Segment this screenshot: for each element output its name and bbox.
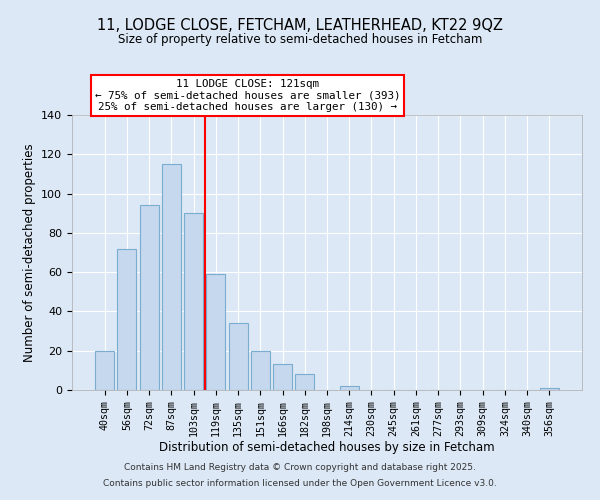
Bar [206, 274, 225, 390]
Bar [140, 206, 158, 390]
Bar [251, 350, 270, 390]
Bar [118, 248, 136, 390]
Y-axis label: Number of semi-detached properties: Number of semi-detached properties [23, 143, 35, 362]
Bar [273, 364, 292, 390]
Text: Contains HM Land Registry data © Crown copyright and database right 2025.: Contains HM Land Registry data © Crown c… [124, 464, 476, 472]
Bar [162, 164, 181, 390]
Text: 11, LODGE CLOSE, FETCHAM, LEATHERHEAD, KT22 9QZ: 11, LODGE CLOSE, FETCHAM, LEATHERHEAD, K… [97, 18, 503, 32]
Bar [95, 350, 114, 390]
Text: 11 LODGE CLOSE: 121sqm
← 75% of semi-detached houses are smaller (393)
25% of se: 11 LODGE CLOSE: 121sqm ← 75% of semi-det… [95, 79, 401, 112]
Bar [340, 386, 359, 390]
Bar [229, 323, 248, 390]
Bar [295, 374, 314, 390]
Bar [184, 213, 203, 390]
Bar [540, 388, 559, 390]
Text: Contains public sector information licensed under the Open Government Licence v3: Contains public sector information licen… [103, 478, 497, 488]
Text: Size of property relative to semi-detached houses in Fetcham: Size of property relative to semi-detach… [118, 32, 482, 46]
X-axis label: Distribution of semi-detached houses by size in Fetcham: Distribution of semi-detached houses by … [159, 442, 495, 454]
